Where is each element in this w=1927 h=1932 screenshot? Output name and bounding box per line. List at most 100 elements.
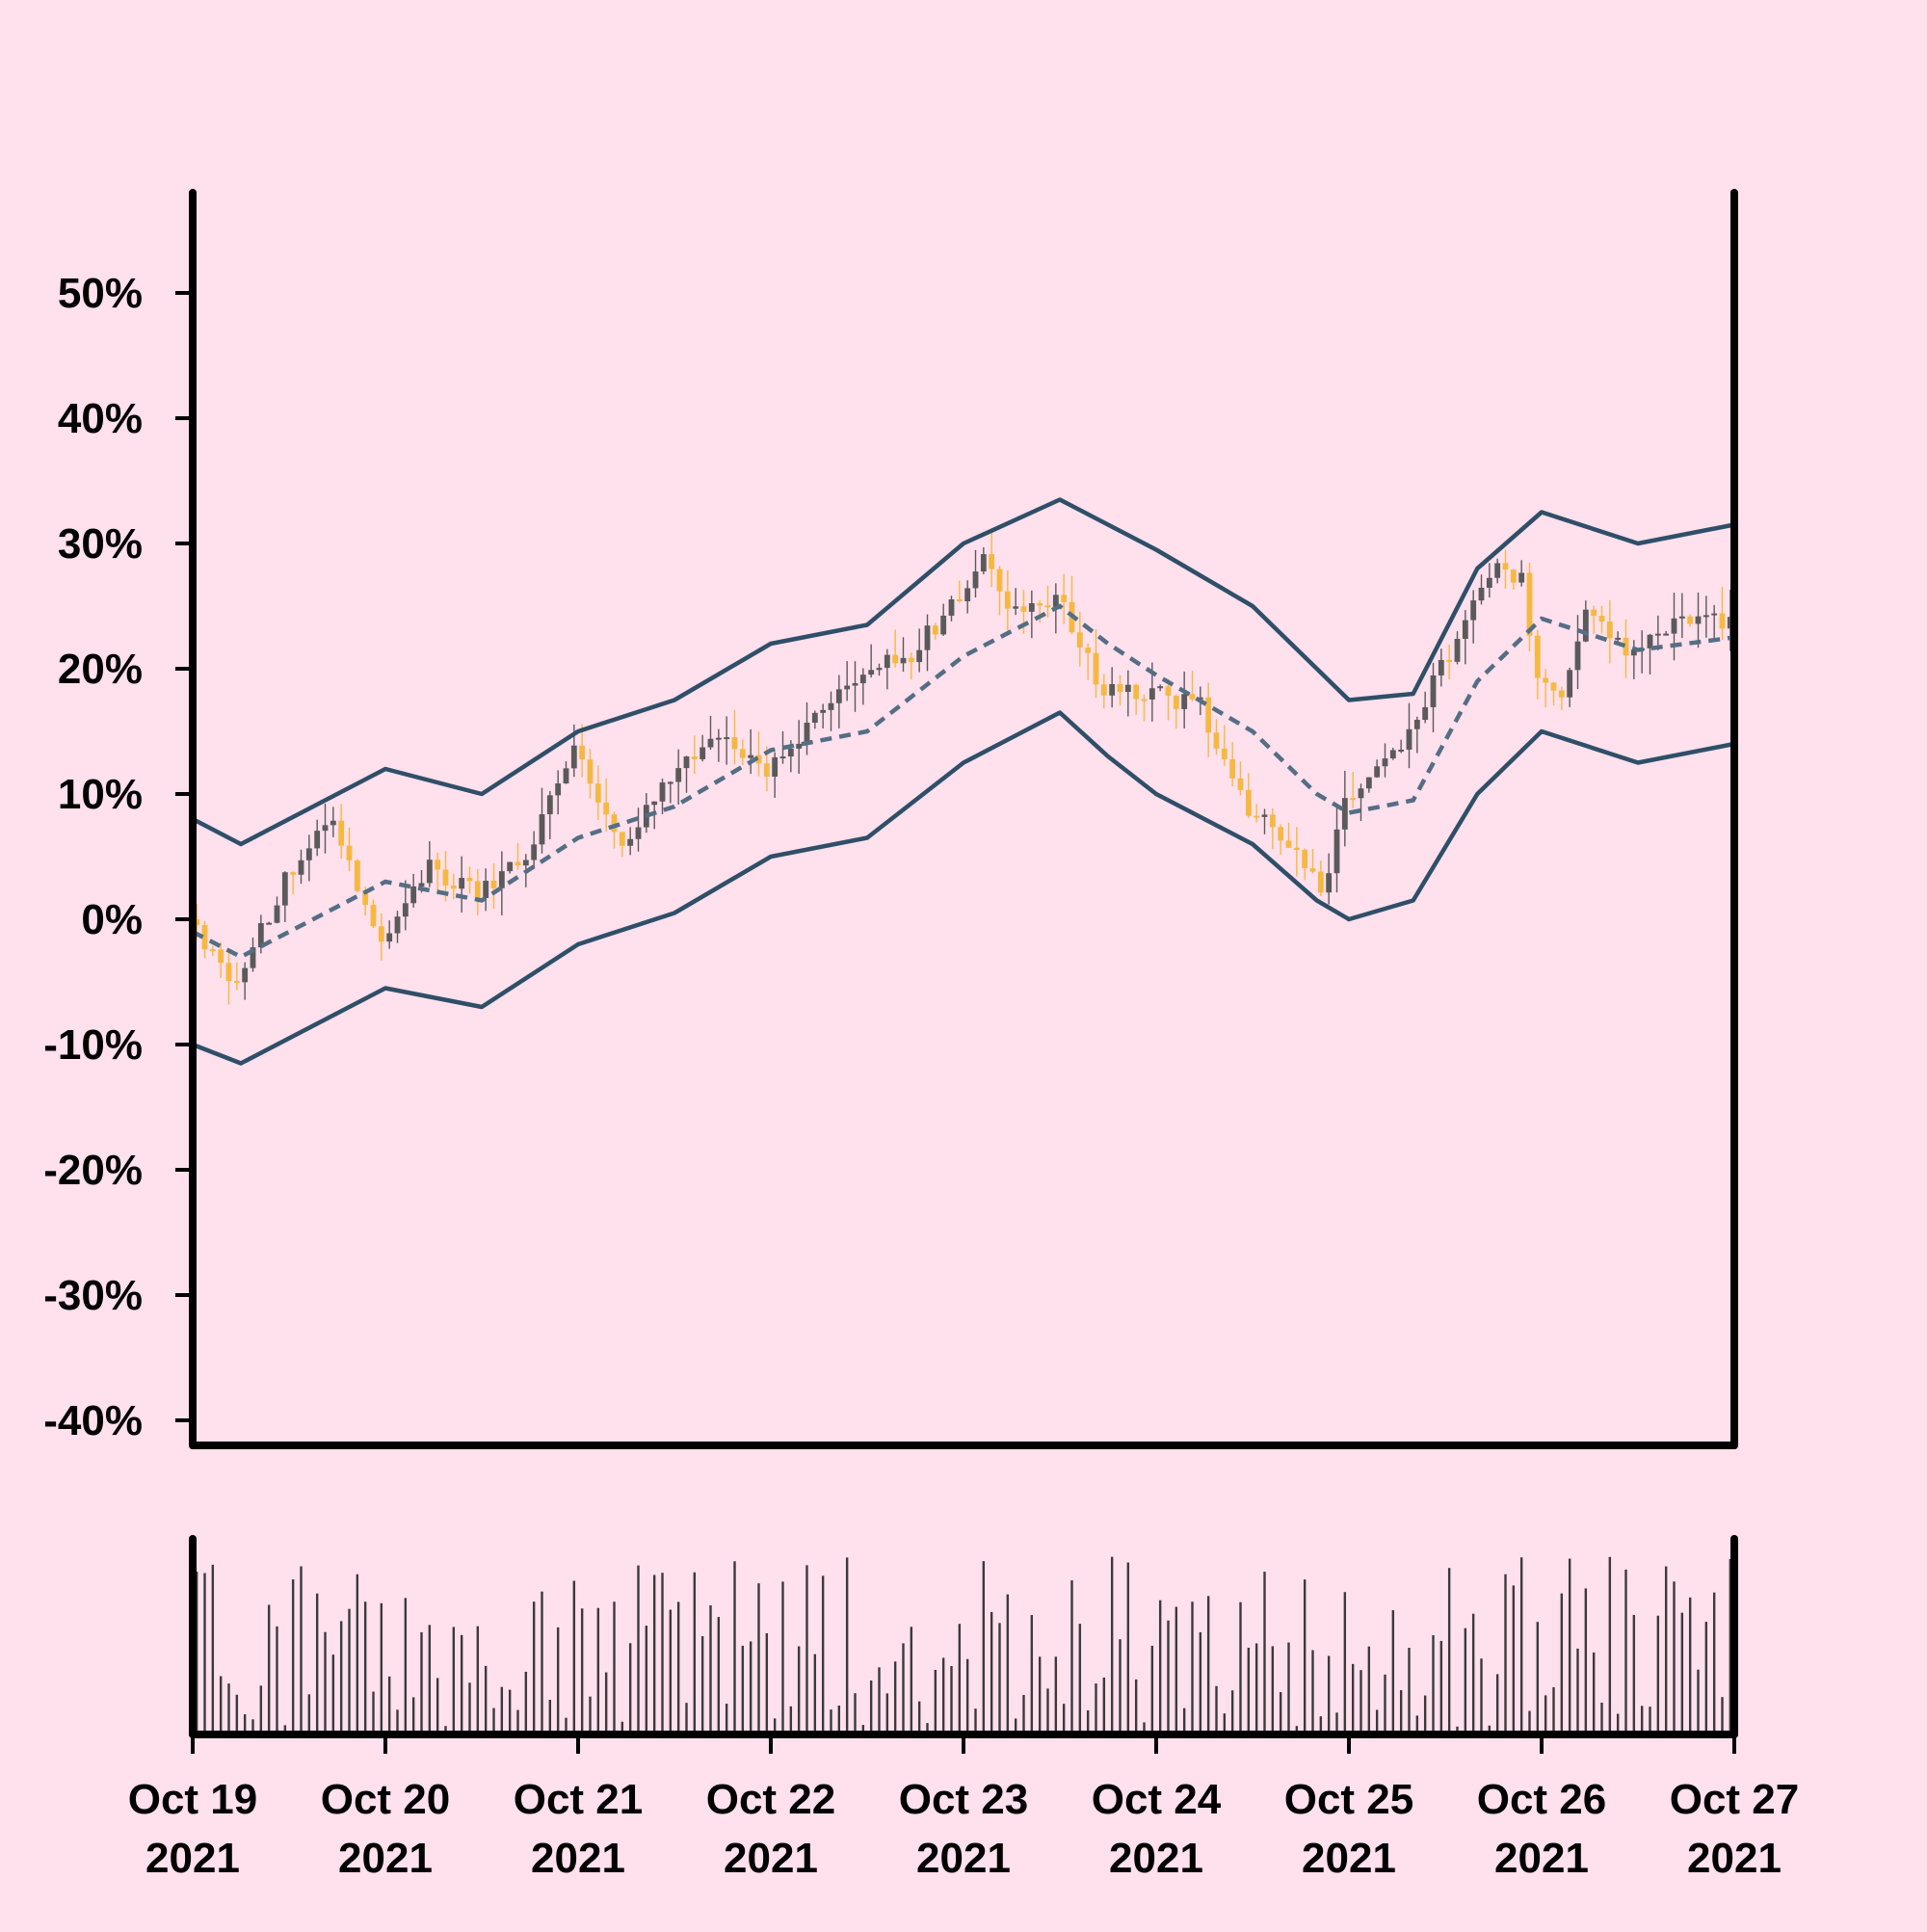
x-tick-label-date: Oct 21 bbox=[514, 1776, 644, 1823]
volume-bar bbox=[1271, 1646, 1275, 1734]
candle-body bbox=[1165, 686, 1172, 696]
candle-body bbox=[1317, 871, 1324, 893]
candle-body bbox=[410, 886, 417, 904]
candle-body bbox=[1237, 778, 1244, 790]
volume-bar bbox=[1640, 1706, 1644, 1734]
x-tick-label-date: Oct 22 bbox=[706, 1776, 836, 1823]
volume-bar bbox=[950, 1666, 953, 1734]
candle-body bbox=[924, 625, 931, 650]
volume-bar bbox=[693, 1572, 697, 1734]
candle-body bbox=[1462, 620, 1468, 640]
volume-bar bbox=[613, 1601, 616, 1734]
volume-bar bbox=[628, 1643, 632, 1734]
candle-body bbox=[900, 657, 907, 664]
volume-bar bbox=[532, 1601, 536, 1734]
volume-bar bbox=[235, 1694, 239, 1734]
volume-bar bbox=[1143, 1722, 1146, 1734]
candle-body bbox=[1591, 609, 1597, 617]
y-tick-label: -10% bbox=[43, 1021, 143, 1069]
candle-body bbox=[1534, 635, 1541, 678]
volume-bar bbox=[1014, 1718, 1017, 1734]
volume-bar bbox=[476, 1626, 480, 1734]
candle-body bbox=[1085, 648, 1092, 653]
volume-bar bbox=[1673, 1581, 1676, 1734]
volume-bar bbox=[1062, 1704, 1066, 1734]
candle-body bbox=[570, 745, 577, 769]
volume-bar bbox=[1343, 1592, 1347, 1734]
volume-bar bbox=[492, 1707, 495, 1734]
volume-bar bbox=[1415, 1715, 1419, 1734]
y-tick-label: 30% bbox=[58, 520, 143, 568]
candle-body bbox=[1711, 613, 1718, 616]
candle-body bbox=[435, 860, 441, 870]
volume-bar bbox=[717, 1617, 721, 1734]
volume-bar bbox=[1512, 1585, 1516, 1734]
volume-bar bbox=[1046, 1688, 1049, 1734]
volume-bar bbox=[283, 1725, 287, 1734]
volume-bar bbox=[1095, 1683, 1097, 1734]
volume-bar bbox=[926, 1723, 929, 1734]
volume-bar bbox=[1134, 1679, 1138, 1734]
candle-body bbox=[1389, 750, 1396, 759]
candle-body bbox=[1470, 600, 1477, 621]
x-tick-label-date: Oct 24 bbox=[1092, 1776, 1222, 1823]
volume-bar bbox=[1158, 1600, 1162, 1734]
candle-body bbox=[1213, 732, 1220, 749]
volume-bar bbox=[1608, 1556, 1612, 1734]
volume-bar bbox=[1070, 1580, 1073, 1734]
candle-body bbox=[731, 737, 738, 750]
volume-bar bbox=[356, 1574, 359, 1734]
x-tick-label-year: 2021 bbox=[1109, 1835, 1203, 1882]
x-tick-label-year: 2021 bbox=[1302, 1835, 1396, 1882]
candle-body bbox=[908, 657, 914, 663]
volume-bar bbox=[1110, 1556, 1114, 1734]
volume-bar bbox=[1279, 1692, 1282, 1734]
volume-bar bbox=[307, 1694, 311, 1734]
price-panel bbox=[189, 189, 1738, 1449]
volume-bar bbox=[508, 1689, 512, 1734]
volume-bar bbox=[1536, 1622, 1540, 1734]
candle-body bbox=[852, 683, 858, 686]
candle-body bbox=[1406, 728, 1412, 750]
candle-body bbox=[980, 554, 987, 572]
volume-bar bbox=[227, 1683, 230, 1734]
candle-body bbox=[466, 878, 473, 882]
volume-bar bbox=[1167, 1620, 1170, 1734]
x-tick-label-year: 2021 bbox=[916, 1835, 1011, 1882]
candle-body bbox=[1413, 720, 1420, 729]
x-tick-label-year: 2021 bbox=[724, 1835, 818, 1882]
volume-bar bbox=[1078, 1624, 1082, 1734]
volume-bar bbox=[436, 1678, 439, 1734]
candle-body bbox=[1703, 615, 1709, 618]
volume-bar bbox=[645, 1626, 648, 1734]
volume-bar bbox=[1295, 1726, 1299, 1734]
volume-bar bbox=[1182, 1707, 1186, 1734]
candle-body bbox=[811, 712, 818, 723]
candle-body bbox=[507, 861, 514, 872]
volume-bar bbox=[460, 1634, 463, 1734]
volume-bar bbox=[1616, 1713, 1620, 1734]
volume-bar bbox=[516, 1709, 519, 1734]
candle-body bbox=[498, 871, 505, 888]
candle-body bbox=[1254, 815, 1260, 818]
candle-body bbox=[587, 759, 594, 784]
candle-body bbox=[1647, 634, 1653, 648]
volume-bar bbox=[1688, 1597, 1692, 1734]
volume-bar bbox=[1223, 1713, 1227, 1734]
volume-bar bbox=[773, 1718, 777, 1734]
candle-body bbox=[330, 820, 336, 826]
candle-body bbox=[1430, 675, 1437, 707]
volume-bar bbox=[1624, 1569, 1627, 1734]
volume-bar bbox=[805, 1565, 808, 1734]
volume-bar bbox=[396, 1709, 399, 1734]
candle-body bbox=[322, 825, 329, 832]
volume-bar bbox=[380, 1602, 383, 1734]
candle-body bbox=[948, 599, 955, 616]
volume-bar bbox=[797, 1646, 801, 1734]
candle-body bbox=[1358, 788, 1364, 799]
volume-bar bbox=[291, 1579, 295, 1734]
volume-bar bbox=[1464, 1628, 1467, 1734]
volume-bar bbox=[1576, 1648, 1579, 1734]
candle-body bbox=[1205, 697, 1212, 733]
candle-body bbox=[876, 668, 883, 671]
